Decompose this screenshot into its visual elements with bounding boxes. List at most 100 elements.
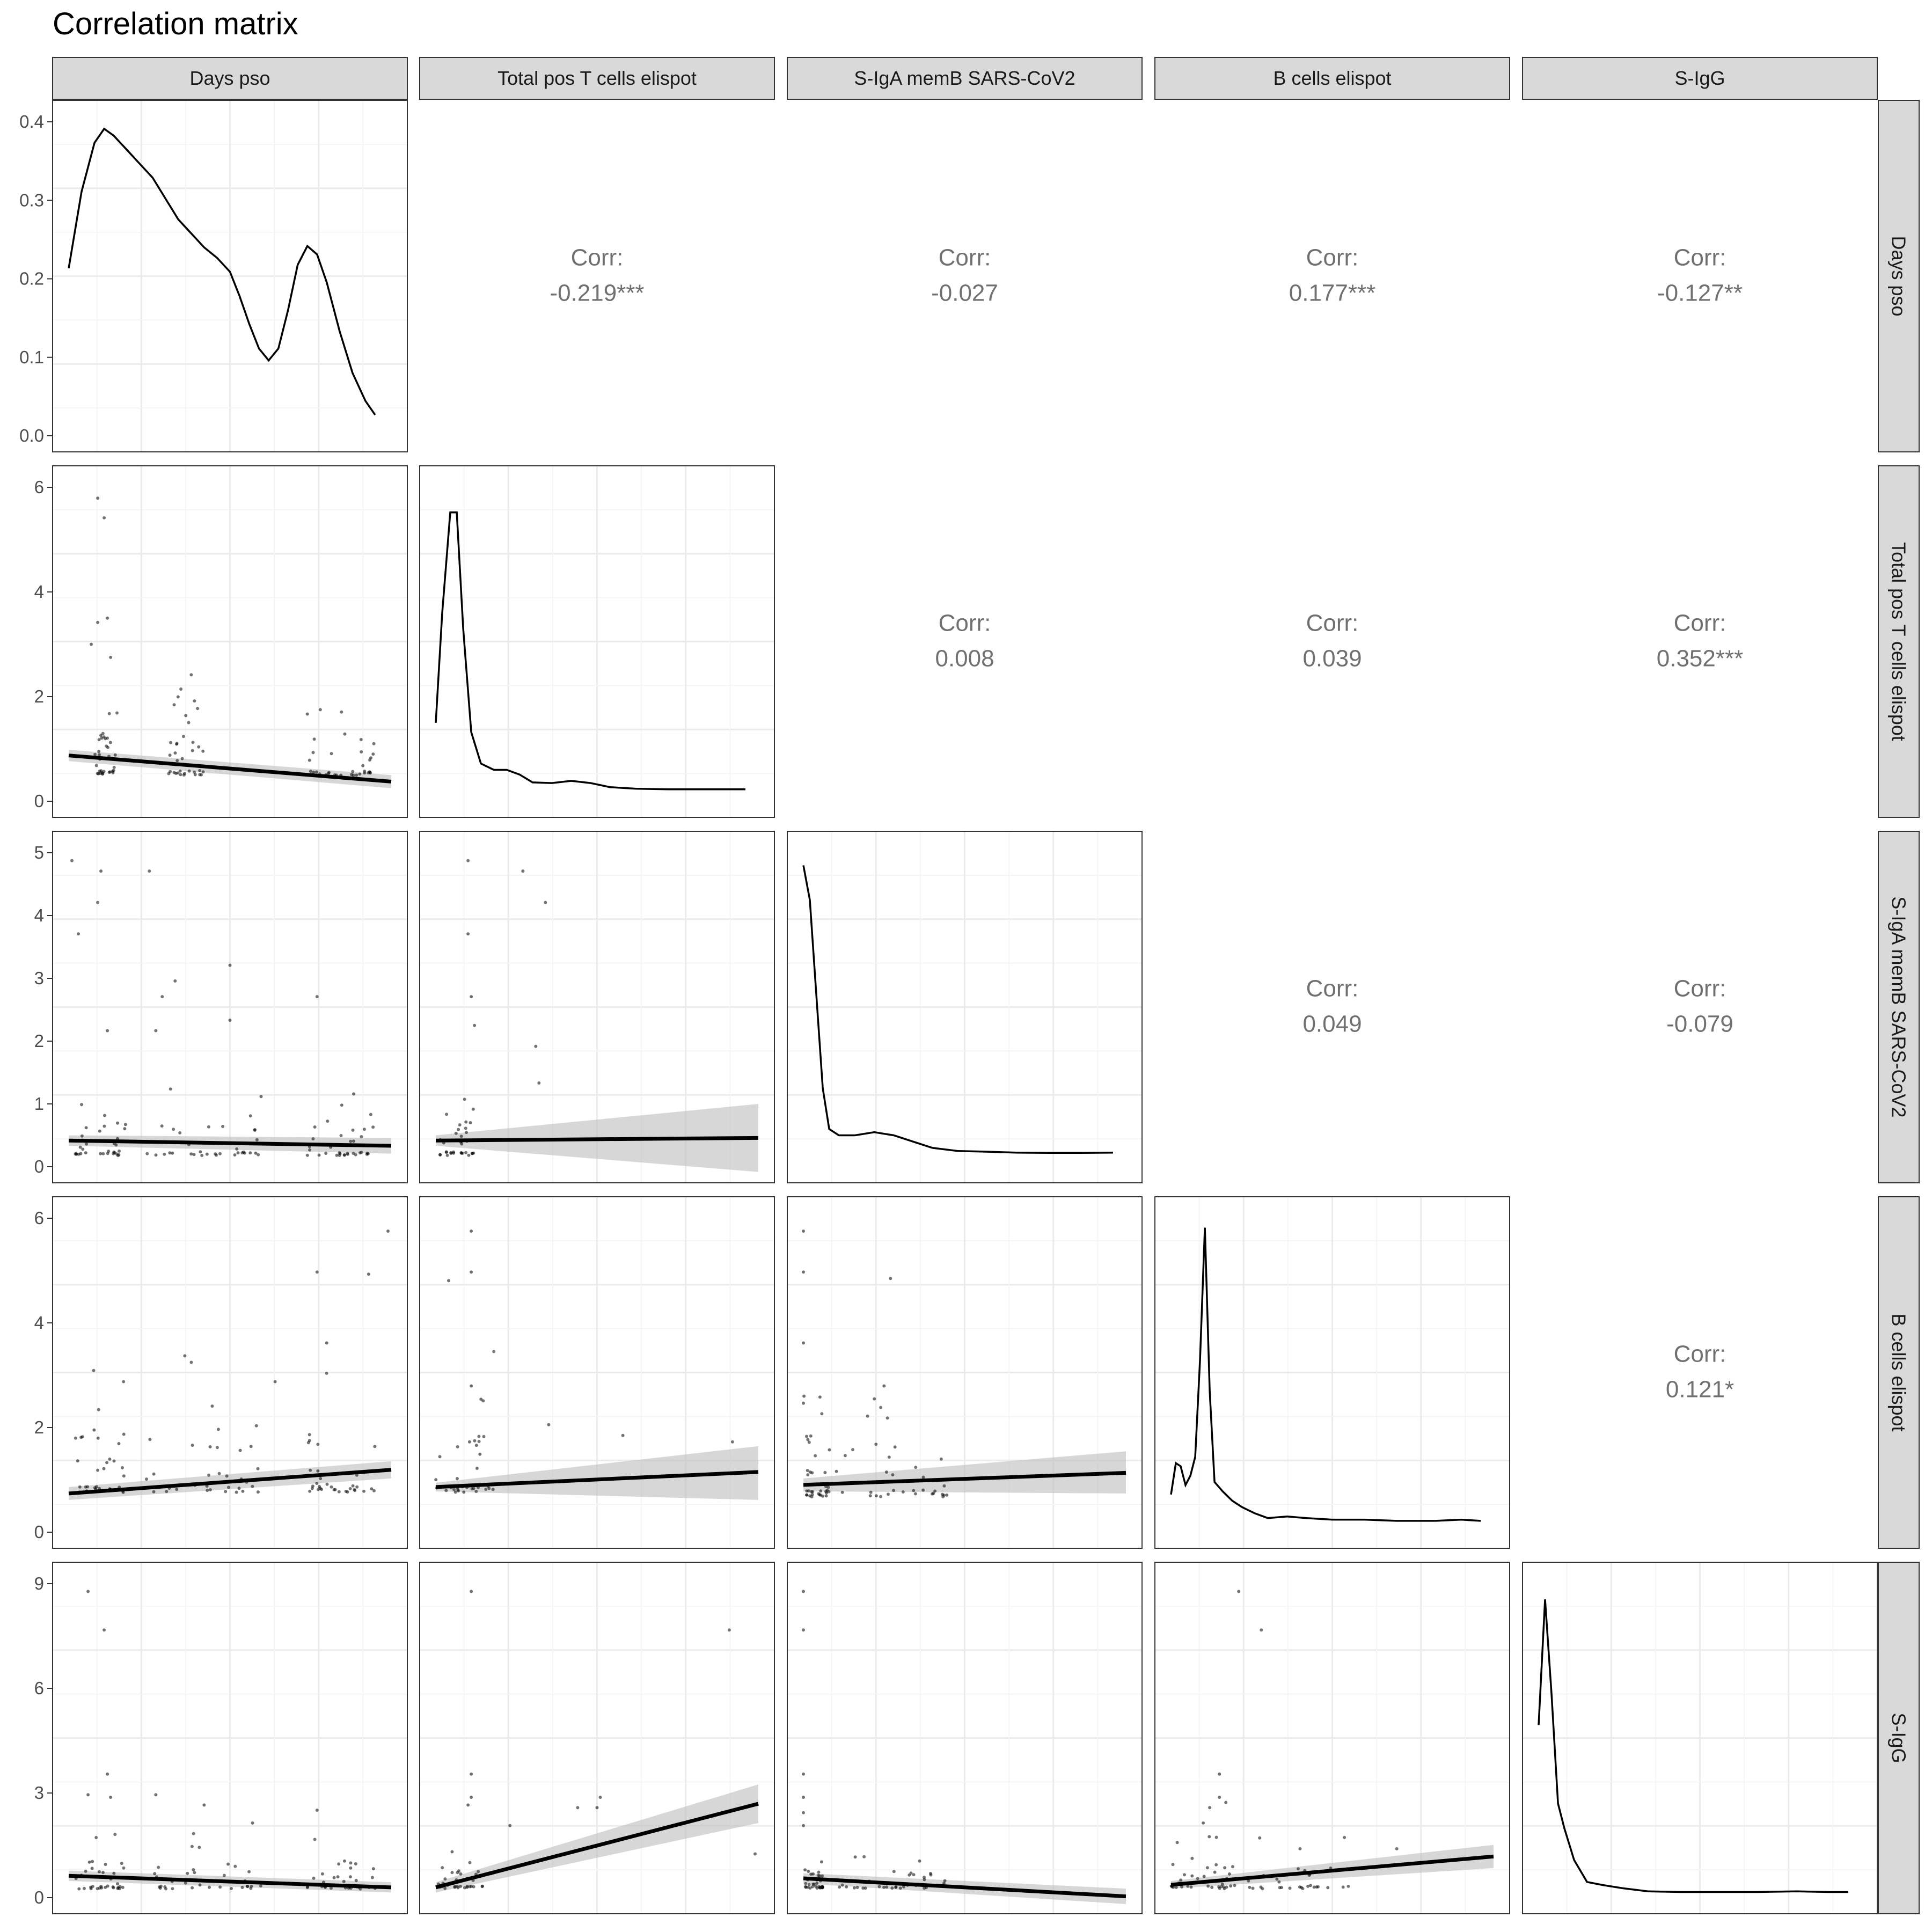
corr-cell-days-pso-s-iga-memb-sars-cov2: Corr: -0.027 — [931, 245, 998, 306]
scatter-point — [474, 1444, 478, 1447]
scatter-point — [805, 1435, 808, 1438]
y-tick-label: 0.0 — [19, 426, 44, 445]
scatter-point — [1224, 1801, 1228, 1804]
corr-label: Corr: — [1306, 245, 1359, 271]
scatter-point — [929, 1873, 933, 1877]
scatter-point — [108, 1457, 112, 1461]
scatter-point — [178, 1131, 182, 1135]
scatter-point — [210, 1404, 214, 1408]
scatter-point — [808, 1494, 811, 1498]
scatter-point — [175, 759, 179, 763]
scatter-point — [470, 1384, 473, 1388]
scatter-point — [241, 1489, 245, 1493]
scatter-point — [316, 1469, 320, 1473]
scatter-point — [343, 732, 347, 736]
scatter-point — [251, 1821, 254, 1825]
panel-border — [419, 465, 775, 818]
scatter-point — [1343, 1835, 1346, 1839]
scatter-point — [923, 1876, 926, 1879]
scatter-point — [918, 1859, 921, 1863]
row-strip-days-pso — [1878, 100, 1920, 452]
scatter-point — [316, 1443, 320, 1446]
scatter-point — [87, 1860, 91, 1864]
y-tick-label: 0.3 — [19, 190, 44, 210]
corr-value: 0.008 — [935, 646, 994, 672]
scatter-point — [727, 1628, 731, 1632]
scatter-point — [77, 1887, 81, 1891]
panel-border — [419, 831, 775, 1183]
scatter-point — [114, 1143, 118, 1147]
scatter-point — [309, 1468, 312, 1472]
scatter-point — [259, 1095, 263, 1099]
scatter-point — [456, 1445, 459, 1448]
scatter-point — [192, 1832, 195, 1835]
scatter-point — [103, 516, 106, 519]
scatter-point — [804, 1882, 808, 1885]
scatter-point — [81, 1147, 85, 1151]
scatter-point — [806, 1438, 810, 1441]
scatter-point — [352, 1152, 355, 1155]
scatter-point — [463, 1886, 466, 1890]
scatter-point — [1231, 1865, 1234, 1869]
corr-cell-b-cells-elispot-s-igg: Corr: 0.121* — [1666, 1341, 1734, 1403]
scatter-point — [1183, 1873, 1186, 1877]
scatter-point — [160, 995, 164, 999]
scatter-point — [467, 1440, 471, 1444]
scatter-point — [98, 1129, 101, 1133]
scatter-point — [1210, 1885, 1214, 1889]
regression-line — [435, 1470, 759, 1489]
scatter-point — [106, 736, 109, 740]
scatter-point — [122, 1432, 126, 1436]
y-tick-label: 2 — [34, 686, 44, 706]
scatter-point — [802, 1772, 805, 1776]
scatter-point — [1260, 1628, 1263, 1632]
scatter-point — [82, 1886, 86, 1890]
y-tick-label: 3 — [34, 968, 44, 988]
scatter-point — [97, 1408, 100, 1411]
scatter-point — [828, 1448, 831, 1452]
row-strip-label: Days pso — [1888, 236, 1910, 316]
scatter-point — [472, 1885, 475, 1889]
scatter-point — [824, 1494, 828, 1498]
column-strip-days-pso — [52, 57, 408, 100]
scatter-point — [1218, 1886, 1221, 1890]
corr-cell-total-pos-t-cells-elispot-s-iga-memb-sars-cov2: Corr: 0.008 — [935, 610, 994, 672]
scatter-point — [892, 1489, 896, 1492]
corr-label: Corr: — [939, 245, 991, 271]
scatter-point — [75, 1152, 78, 1156]
scatter-point — [370, 1876, 374, 1879]
scatter-point — [366, 1152, 370, 1155]
scatter-point — [362, 1128, 366, 1131]
scatter-point — [180, 757, 184, 760]
scatter-point — [819, 1860, 823, 1864]
panel-border — [787, 831, 1143, 1183]
scatter-point — [325, 1371, 328, 1375]
scatter-point — [206, 1489, 209, 1492]
scatter-point — [92, 1428, 96, 1432]
scatter-panel-s-igg-vs-days-pso — [52, 1562, 408, 1914]
scatter-point — [802, 1394, 806, 1398]
scatter-point — [491, 1488, 495, 1491]
scatter-point — [819, 1489, 823, 1493]
scatter-point — [825, 1491, 828, 1495]
scatter-point — [892, 1870, 896, 1874]
scatter-point — [459, 1885, 462, 1888]
scatter-point — [363, 771, 367, 775]
scatter-point — [198, 773, 202, 777]
scatter-point — [216, 1428, 220, 1431]
scatter-point — [933, 1489, 937, 1493]
scatter-point — [470, 1772, 473, 1776]
scatter-point — [84, 1151, 87, 1155]
scatter-point — [838, 1885, 841, 1889]
scatter-point — [175, 1488, 179, 1491]
scatter-point — [191, 1444, 194, 1447]
row-strip-total-pos-t-cells-elispot — [1878, 465, 1920, 818]
scatter-point — [228, 1019, 232, 1022]
scatter-point — [827, 1490, 831, 1494]
scatter-point — [175, 742, 179, 746]
scatter-point — [187, 769, 191, 773]
scatter-point — [342, 1879, 346, 1883]
scatter-point — [94, 764, 98, 767]
scatter-point — [182, 773, 186, 777]
scatter-point — [122, 1380, 126, 1384]
